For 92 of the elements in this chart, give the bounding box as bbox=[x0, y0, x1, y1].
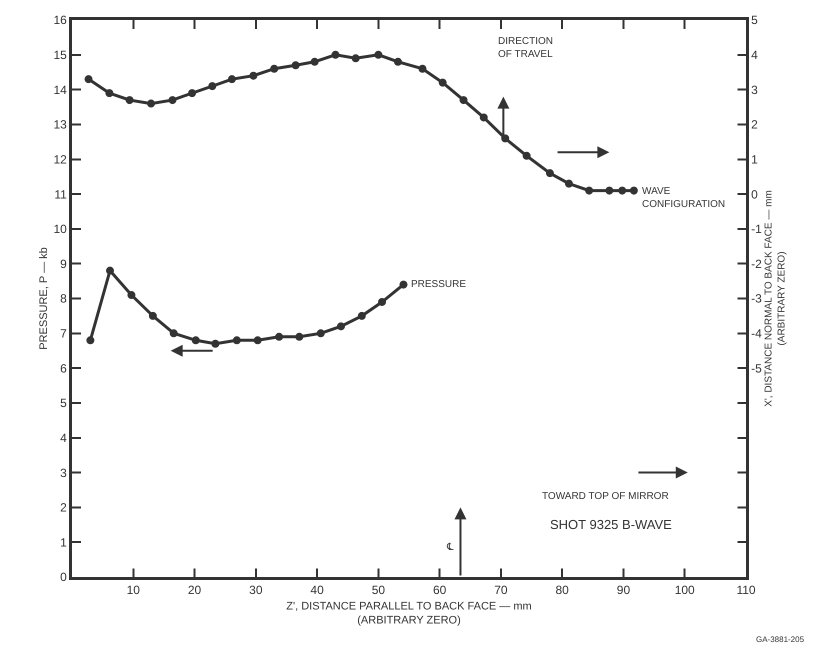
series-label: WAVE CONFIGURATION bbox=[642, 186, 726, 210]
point bbox=[86, 336, 94, 344]
point bbox=[336, 322, 345, 330]
point bbox=[605, 186, 614, 195]
y2-tick-label: -4 bbox=[751, 326, 762, 341]
y-axis-title: PRESSURE, P — kb bbox=[38, 247, 50, 350]
y-tick-label: 13 bbox=[53, 118, 68, 132]
point bbox=[564, 180, 573, 188]
point bbox=[249, 72, 258, 80]
y-tick-label: 5 bbox=[60, 396, 68, 410]
x-tick-label: 30 bbox=[249, 583, 263, 598]
point bbox=[352, 54, 360, 62]
x-tick-label: 70 bbox=[494, 583, 508, 598]
y2-tick-label: -5 bbox=[751, 361, 762, 376]
point bbox=[438, 78, 447, 87]
point bbox=[316, 329, 325, 338]
point bbox=[295, 332, 304, 341]
y-tick-label: 11 bbox=[54, 187, 68, 202]
point bbox=[585, 186, 594, 195]
x-tick-label: 50 bbox=[372, 583, 386, 598]
y-tick-label: 14 bbox=[53, 82, 68, 97]
point bbox=[331, 50, 340, 59]
annotation: TOWARD TOP OF MIRROR bbox=[542, 491, 669, 502]
point bbox=[394, 58, 402, 66]
point bbox=[378, 298, 386, 306]
point bbox=[399, 280, 408, 289]
point bbox=[630, 186, 638, 195]
y2-tick-label: 5 bbox=[751, 13, 758, 28]
point bbox=[254, 336, 262, 344]
point bbox=[208, 82, 216, 90]
y-tick-label: 15 bbox=[53, 48, 68, 62]
point bbox=[270, 64, 278, 73]
point bbox=[170, 329, 178, 338]
point bbox=[460, 96, 468, 104]
y-tick-label: 4 bbox=[60, 430, 68, 445]
point bbox=[127, 291, 136, 300]
y2-tick-label: 2 bbox=[751, 118, 758, 132]
x-tick-label: 60 bbox=[432, 583, 447, 598]
y2-tick-label: -3 bbox=[751, 292, 762, 306]
series-label: PRESSURE bbox=[411, 279, 466, 290]
x-tick-label: 80 bbox=[556, 583, 570, 598]
text: GA-3881-205 bbox=[756, 635, 805, 644]
point bbox=[310, 58, 319, 66]
x-tick-label: 100 bbox=[674, 583, 696, 598]
y2-tick-label: -1 bbox=[751, 222, 762, 236]
point bbox=[618, 186, 626, 195]
point bbox=[522, 152, 531, 160]
y2-tick-label: 1 bbox=[751, 152, 758, 166]
x-tick-label: 20 bbox=[188, 583, 202, 598]
point bbox=[480, 113, 488, 122]
point bbox=[232, 336, 241, 344]
annotation: DIRECTION OF TRAVEL bbox=[498, 36, 554, 60]
y-tick-label: 16 bbox=[53, 13, 68, 28]
point bbox=[147, 100, 156, 108]
x-tick-label: 10 bbox=[126, 583, 140, 598]
y-tick-label: 12 bbox=[53, 152, 68, 166]
point bbox=[105, 89, 114, 98]
x-tick-label: 110 bbox=[736, 583, 756, 598]
point bbox=[148, 312, 157, 320]
y-tick-label: 6 bbox=[60, 361, 68, 376]
annotation: SHOT 9325 B-WAVE bbox=[550, 517, 672, 532]
point bbox=[374, 50, 382, 59]
point bbox=[546, 169, 554, 178]
y-tick-label: 0 bbox=[60, 570, 68, 584]
point bbox=[418, 64, 426, 73]
y-tick-label: 2 bbox=[60, 500, 68, 515]
point bbox=[188, 89, 196, 98]
point bbox=[228, 75, 236, 84]
y2-tick-label: 4 bbox=[751, 48, 758, 62]
y2-tick-label: 3 bbox=[751, 82, 758, 97]
x-axis-title: Z', DISTANCE PARALLEL TO BACK FACE — mm (ARBITRARY ZERO) bbox=[286, 600, 532, 627]
point bbox=[106, 266, 114, 275]
y-tick-label: 7 bbox=[60, 326, 68, 341]
x-tick-label: 40 bbox=[310, 583, 324, 598]
point bbox=[192, 336, 200, 344]
y2-tick-label: -2 bbox=[751, 256, 762, 271]
point bbox=[168, 96, 176, 104]
point bbox=[126, 96, 134, 104]
y-tick-label: 3 bbox=[60, 466, 68, 480]
point bbox=[211, 340, 220, 348]
y2-tick-label: 0 bbox=[751, 187, 758, 202]
point bbox=[358, 312, 366, 320]
point bbox=[292, 61, 300, 70]
y-tick-label: 9 bbox=[60, 256, 68, 271]
y2-axis-title: X', DISTANCE NORMAL TO BACK FACE — mm (ARBITRARY ZERO) bbox=[764, 190, 788, 407]
y-tick-label: 1 bbox=[60, 535, 68, 550]
annotation: ℄ bbox=[446, 542, 454, 553]
point bbox=[84, 75, 93, 84]
point bbox=[275, 332, 284, 341]
y-tick-label: 8 bbox=[60, 292, 68, 306]
x-tick-label: 90 bbox=[616, 583, 630, 598]
y-tick-label: 10 bbox=[53, 222, 68, 236]
